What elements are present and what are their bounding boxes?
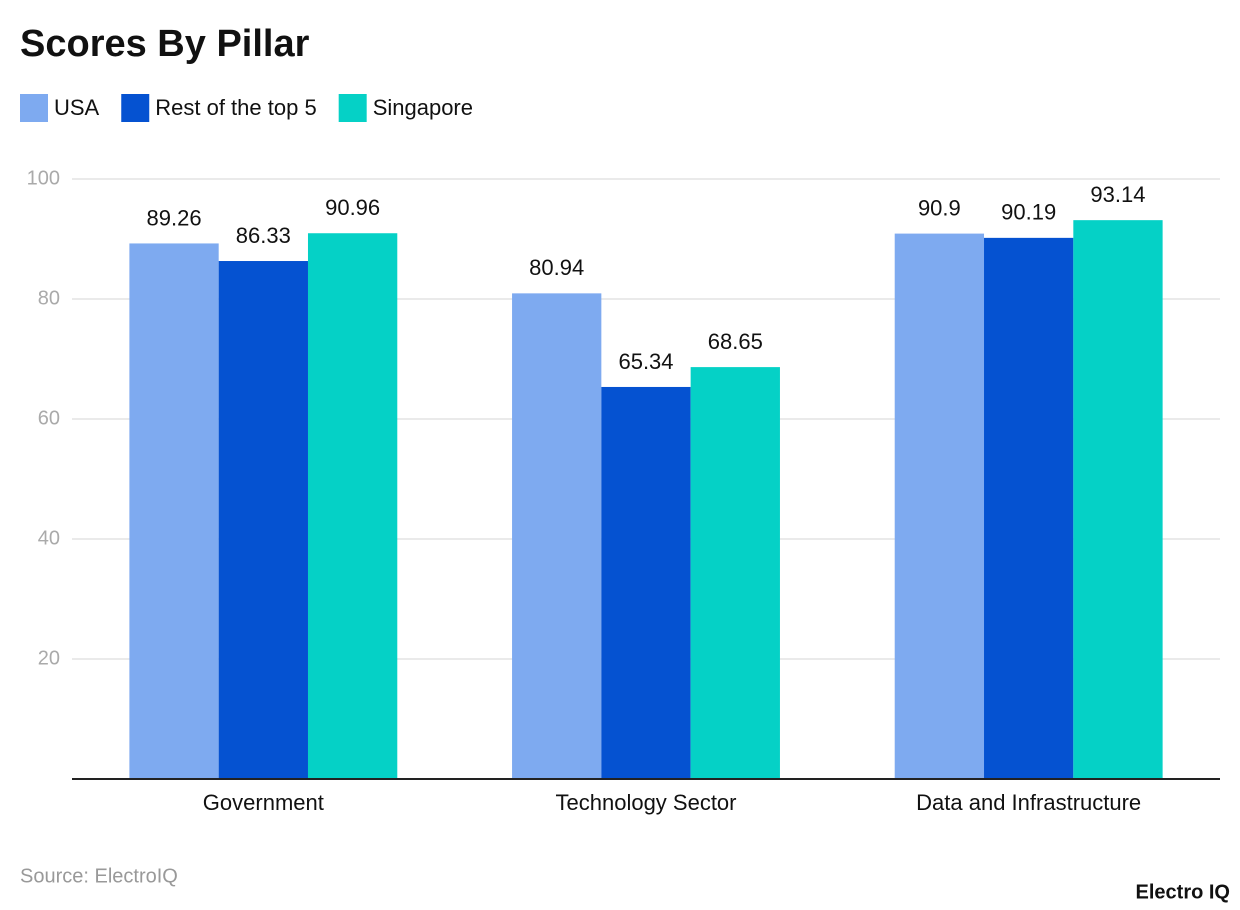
bar [1073, 220, 1163, 779]
value-label: 68.65 [708, 329, 763, 354]
source: Source: ElectroIQ [20, 865, 178, 887]
x-tick-label: Data and Infrastructure [916, 790, 1141, 815]
bar [894, 233, 985, 780]
value-label: 86.33 [236, 223, 291, 248]
legend-swatch [338, 94, 367, 122]
chart-title: Scores By Pillar [20, 23, 310, 65]
bar [129, 243, 219, 779]
bar [984, 237, 1074, 780]
value-label: 90.9 [918, 195, 961, 220]
legend-swatch [121, 94, 150, 122]
x-tick-label: Technology Sector [556, 790, 737, 815]
legend-label: Singapore [373, 95, 473, 120]
legend-label: USA [54, 95, 100, 120]
legend-swatch [20, 94, 48, 122]
y-tick-label: 80 [38, 287, 60, 309]
x-tick-label: Government [203, 790, 324, 815]
legend-label: Rest of the top 5 [155, 95, 316, 120]
value-label: 65.34 [618, 349, 673, 374]
y-tick-label: 40 [38, 527, 60, 549]
y-tick-label: 60 [38, 407, 60, 429]
bar [601, 386, 691, 779]
y-tick-label: 20 [38, 647, 60, 669]
brand: Electro IQ [1136, 881, 1230, 903]
value-label: 93.14 [1090, 182, 1145, 207]
value-label: 90.19 [1001, 200, 1056, 225]
value-label: 90.96 [325, 195, 380, 220]
bar [512, 293, 602, 779]
value-label: 89.26 [147, 205, 202, 230]
y-tick-label: 100 [27, 167, 60, 189]
bar [690, 367, 780, 779]
bar [218, 261, 308, 779]
bar [307, 233, 398, 780]
value-label: 80.94 [529, 255, 584, 280]
